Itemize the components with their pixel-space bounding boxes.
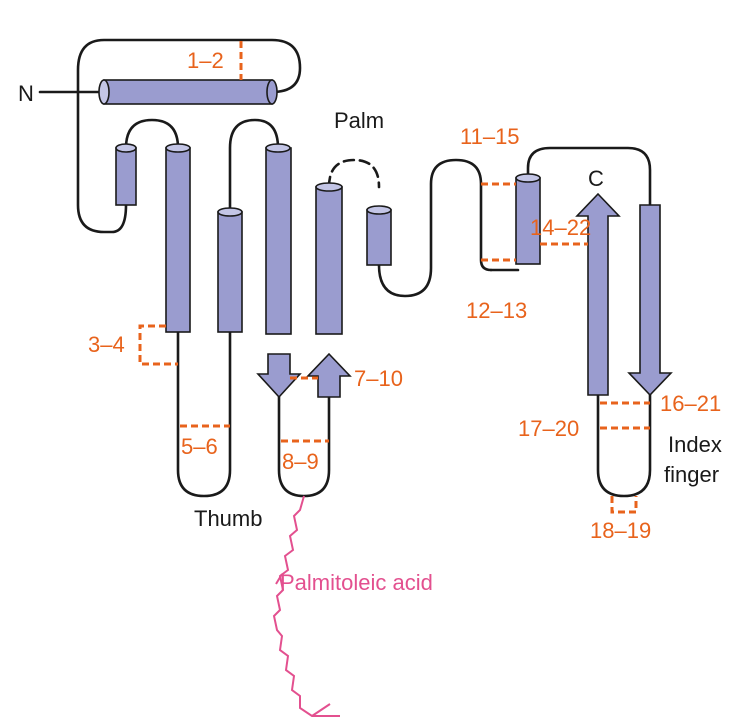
strand-index-down: [627, 204, 673, 397]
disulfide-bonds: [138, 41, 650, 514]
disulfide-label-7-10: 7–10: [354, 366, 403, 391]
loop-dashed-disordered: [327, 158, 381, 189]
disulfide-label-18-19: 18–19: [590, 518, 651, 543]
helices: [98, 79, 541, 335]
lipid-zigzag: [272, 495, 340, 717]
helix-8: [515, 173, 541, 265]
helix-3: [165, 143, 191, 333]
loop-helix-4-5: [228, 118, 280, 212]
helix-5: [265, 143, 292, 335]
index-finger-label-line2: finger: [664, 462, 719, 487]
strand-thumb-down: [256, 353, 302, 399]
loop-helix-2-3: [124, 118, 180, 150]
thumb-label: Thumb: [194, 506, 262, 531]
disulfide-label-16-21: 16–21: [660, 391, 721, 416]
palmitoleic-acid-chain: [272, 495, 340, 717]
disulfide-label-8-9: 8–9: [282, 449, 319, 474]
helix-2: [115, 143, 137, 206]
disulfide-label-14-22: 14–22: [530, 215, 591, 240]
lipid-double-bond: [275, 573, 283, 585]
lipid-terminal-branch: [311, 703, 331, 717]
disulfide-label-12-13: 12–13: [466, 298, 527, 323]
helix-6: [315, 182, 343, 335]
loop-thumb-base: [176, 330, 232, 498]
loop-n-helix-to-helix-2: [76, 38, 302, 234]
n-terminus-label: N: [18, 81, 34, 106]
loop-helix-8-to-index: [526, 146, 652, 207]
loop-thumb-lipid-hairpin: [277, 395, 331, 498]
helix-4: [217, 207, 243, 333]
strand-thumb-up: [306, 352, 352, 398]
disulfide-label-17-20: 17–20: [518, 416, 579, 441]
disulfide-label-1-2: 1–2: [187, 48, 224, 73]
loop-palm-u: [377, 158, 493, 298]
index-finger-label-line1: Index: [668, 432, 722, 457]
helix-1: [98, 79, 278, 105]
disulfide-label-5-6: 5–6: [181, 434, 218, 459]
c-terminus-label: C: [588, 166, 604, 191]
helix-7: [366, 205, 392, 266]
disulfide-18-19: [610, 496, 638, 514]
strand-index-up: [575, 192, 621, 396]
palmitoleic-acid-label: Palmitoleic acid: [280, 570, 433, 595]
disulfide-label-11-15: 11–15: [460, 124, 520, 149]
palm-label: Palm: [334, 108, 384, 133]
disulfide-3-4: [138, 324, 178, 366]
strands: [256, 192, 673, 399]
loop-index-hairpin: [596, 393, 652, 498]
disulfide-label-3-4: 3–4: [88, 332, 125, 357]
labels: N C Palm Thumb Index finger Palmitoleic …: [18, 48, 722, 595]
